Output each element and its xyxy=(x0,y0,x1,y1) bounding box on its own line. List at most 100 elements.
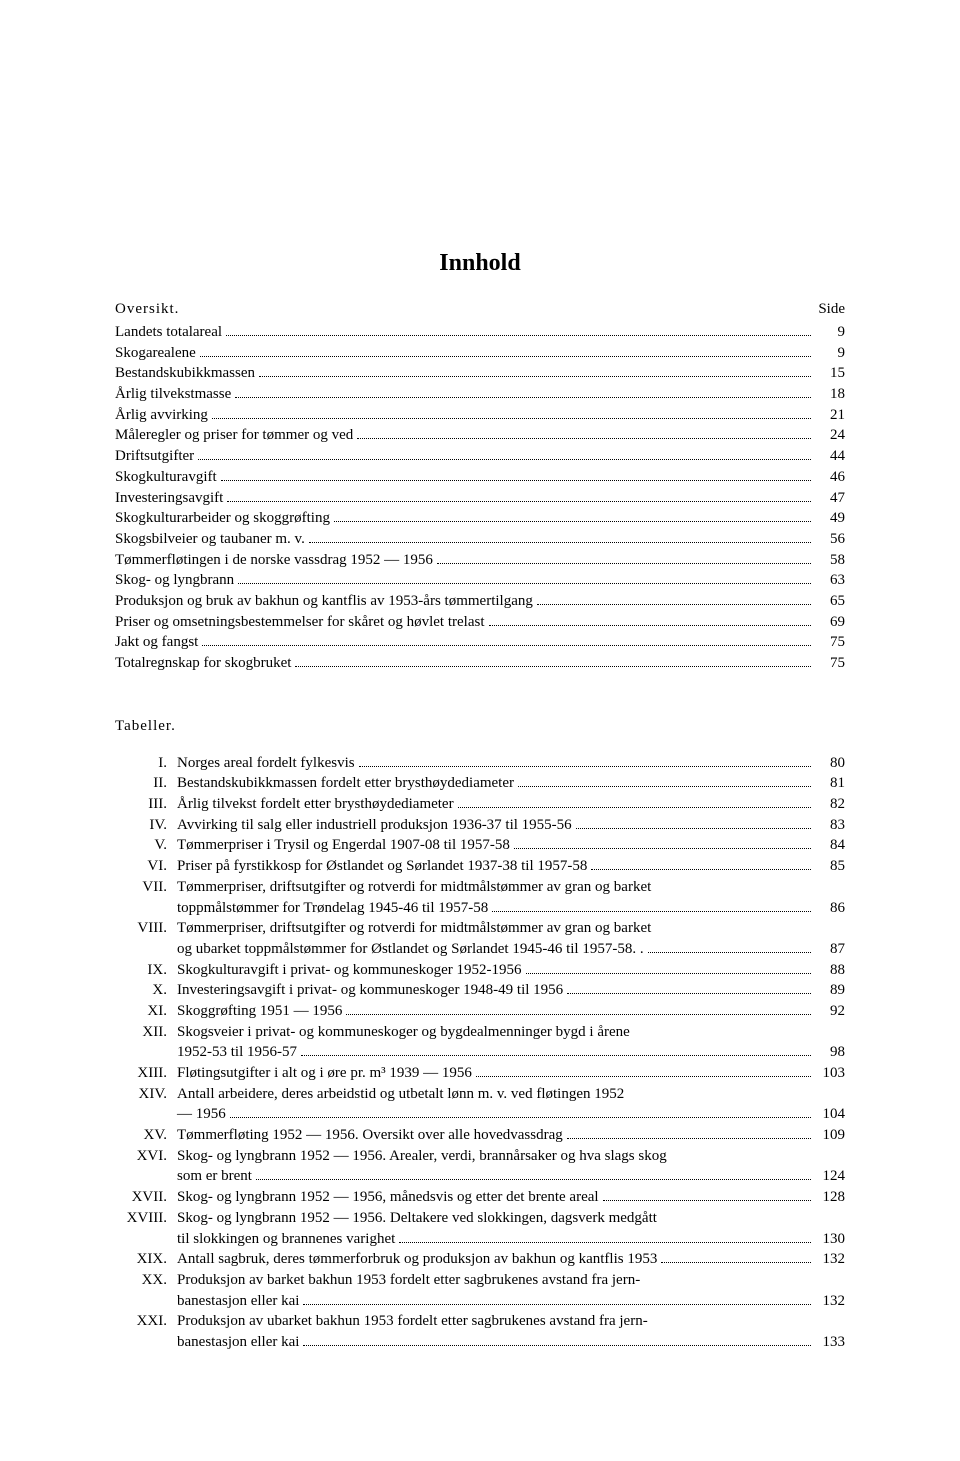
toc-page: 132 xyxy=(815,1249,845,1270)
table-content: Produksjon av ubarket bakhun 1953 fordel… xyxy=(177,1311,845,1352)
toc-dots xyxy=(576,828,811,829)
toc-dots xyxy=(303,1345,811,1346)
table-text-row: Skog- og lyngbrann 1952 — 1956. Arealer,… xyxy=(177,1146,845,1167)
table-content: Skogsveier i privat- og kommuneskoger og… xyxy=(177,1022,845,1063)
table-text-row: Tømmerfløting 1952 — 1956. Oversikt over… xyxy=(177,1125,845,1146)
toc-page: 128 xyxy=(815,1187,845,1208)
table-text: og ubarket toppmålstømmer for Østlandet … xyxy=(177,939,644,960)
table-text-row: Fløtingsutgifter i alt og i øre pr. m³ 1… xyxy=(177,1063,845,1084)
toc-dots xyxy=(514,848,811,849)
table-row: XVIII.Skog- og lyngbrann 1952 — 1956. De… xyxy=(115,1208,845,1249)
table-content: Skog- og lyngbrann 1952 — 1956, månedsvi… xyxy=(177,1187,845,1208)
table-text: Fløtingsutgifter i alt og i øre pr. m³ 1… xyxy=(177,1063,472,1084)
toc-page: 9 xyxy=(815,343,845,364)
toc-page: 109 xyxy=(815,1125,845,1146)
table-text-row: Avvirking til salg eller industriell pro… xyxy=(177,815,845,836)
table-content: Antall sagbruk, deres tømmerforbruk og p… xyxy=(177,1249,845,1270)
toc-dots xyxy=(476,1076,811,1077)
table-text-row: Skogsveier i privat- og kommuneskoger og… xyxy=(177,1022,845,1043)
toc-page: 46 xyxy=(815,467,845,488)
toc-dots xyxy=(537,604,811,605)
table-row: XVI.Skog- og lyngbrann 1952 — 1956. Area… xyxy=(115,1146,845,1187)
table-content: Tømmerpriser i Trysil og Engerdal 1907-0… xyxy=(177,835,845,856)
table-text: Skoggrøfting 1951 — 1956 xyxy=(177,1001,342,1022)
toc-dots xyxy=(235,397,811,398)
table-text-row: Skog- og lyngbrann 1952 — 1956, månedsvi… xyxy=(177,1187,845,1208)
toc-row: Landets totalareal9 xyxy=(115,322,845,343)
table-numeral: IV. xyxy=(115,815,177,836)
toc-page: 89 xyxy=(815,980,845,1001)
table-text: Norges areal fordelt fylkesvis xyxy=(177,753,355,774)
table-text: Skog- og lyngbrann 1952 — 1956, månedsvi… xyxy=(177,1187,599,1208)
table-numeral: XVI. xyxy=(115,1146,177,1167)
table-content: Skogkulturavgift i privat- og kommunesko… xyxy=(177,960,845,981)
table-text-row: Skog- og lyngbrann 1952 — 1956. Deltaker… xyxy=(177,1208,845,1229)
table-row: IV.Avvirking til salg eller industriell … xyxy=(115,815,845,836)
toc-row: Driftsutgifter44 xyxy=(115,446,845,467)
toc-label: Måleregler og priser for tømmer og ved xyxy=(115,425,353,446)
table-numeral: XII. xyxy=(115,1022,177,1043)
toc-label: Bestandskubikkmassen xyxy=(115,363,255,384)
toc-page: 103 xyxy=(815,1063,845,1084)
table-row: VII.Tømmerpriser, driftsutgifter og rotv… xyxy=(115,877,845,918)
toc-dots xyxy=(202,645,811,646)
table-row: V.Tømmerpriser i Trysil og Engerdal 1907… xyxy=(115,835,845,856)
toc-page: 86 xyxy=(815,898,845,919)
table-content: Antall arbeidere, deres arbeidstid og ut… xyxy=(177,1084,845,1125)
toc-dots xyxy=(309,542,811,543)
table-text: Skogsveier i privat- og kommuneskoger og… xyxy=(177,1022,630,1043)
table-text-row: som er brent124 xyxy=(177,1166,845,1187)
table-text-row: Tømmerpriser, driftsutgifter og rotverdi… xyxy=(177,877,845,898)
table-text: Skog- og lyngbrann 1952 — 1956. Arealer,… xyxy=(177,1146,667,1167)
table-text: til slokkingen og brannenes varighet xyxy=(177,1229,395,1250)
table-row: IX.Skogkulturavgift i privat- og kommune… xyxy=(115,960,845,981)
table-content: Tømmerpriser, driftsutgifter og rotverdi… xyxy=(177,877,845,918)
table-text: Tømmerpriser, driftsutgifter og rotverdi… xyxy=(177,918,651,939)
table-content: Investeringsavgift i privat- og kommunes… xyxy=(177,980,845,1001)
toc-page: 133 xyxy=(815,1332,845,1353)
table-numeral: V. xyxy=(115,835,177,856)
table-text-row: Tømmerpriser i Trysil og Engerdal 1907-0… xyxy=(177,835,845,856)
table-numeral: XVII. xyxy=(115,1187,177,1208)
table-numeral: VII. xyxy=(115,877,177,898)
toc-row: Skogsbilveier og taubaner m. v.56 xyxy=(115,529,845,550)
toc-row: Årlig avvirking21 xyxy=(115,405,845,426)
toc-row: Skogkulturarbeider og skoggrøfting 49 xyxy=(115,508,845,529)
toc-row: Skog- og lyngbrann63 xyxy=(115,570,845,591)
table-numeral: XVIII. xyxy=(115,1208,177,1229)
tabeller-label: Tabeller. xyxy=(115,718,845,735)
toc-page: 75 xyxy=(815,653,845,674)
toc-dots xyxy=(303,1304,811,1305)
table-text: Produksjon av barket bakhun 1953 fordelt… xyxy=(177,1270,640,1291)
toc-page: 82 xyxy=(815,794,845,815)
table-text: Antall arbeidere, deres arbeidstid og ut… xyxy=(177,1084,624,1105)
toc-dots xyxy=(334,521,811,522)
toc-page: 80 xyxy=(815,753,845,774)
page-title: Innhold xyxy=(115,250,845,277)
toc-dots xyxy=(230,1117,811,1118)
toc-dots xyxy=(492,911,811,912)
toc-dots xyxy=(399,1242,811,1243)
toc-dots xyxy=(357,438,811,439)
table-numeral: XIX. xyxy=(115,1249,177,1270)
table-content: Avvirking til salg eller industriell pro… xyxy=(177,815,845,836)
toc-dots xyxy=(437,563,811,564)
table-content: Bestandskubikkmassen fordelt etter bryst… xyxy=(177,773,845,794)
toc-page: 75 xyxy=(815,632,845,653)
table-text-row: til slokkingen og brannenes varighet130 xyxy=(177,1229,845,1250)
toc-label: Tømmerfløtingen i de norske vassdrag 195… xyxy=(115,550,433,571)
table-text: — 1956 xyxy=(177,1104,226,1125)
table-numeral: VIII. xyxy=(115,918,177,939)
table-text-row: Antall arbeidere, deres arbeidstid og ut… xyxy=(177,1084,845,1105)
table-text-row: Produksjon av ubarket bakhun 1953 fordel… xyxy=(177,1311,845,1332)
table-row: VIII.Tømmerpriser, driftsutgifter og rot… xyxy=(115,918,845,959)
toc-label: Skogkulturarbeider og skoggrøfting xyxy=(115,508,330,529)
table-content: Skog- og lyngbrann 1952 — 1956. Deltaker… xyxy=(177,1208,845,1249)
toc-label: Investeringsavgift xyxy=(115,488,223,509)
toc-page: 98 xyxy=(815,1042,845,1063)
toc-page: 49 xyxy=(815,508,845,529)
table-text-row: Investeringsavgift i privat- og kommunes… xyxy=(177,980,845,1001)
toc-label: Skogarealene xyxy=(115,343,196,364)
toc-page: 124 xyxy=(815,1166,845,1187)
table-text: Investeringsavgift i privat- og kommunes… xyxy=(177,980,563,1001)
